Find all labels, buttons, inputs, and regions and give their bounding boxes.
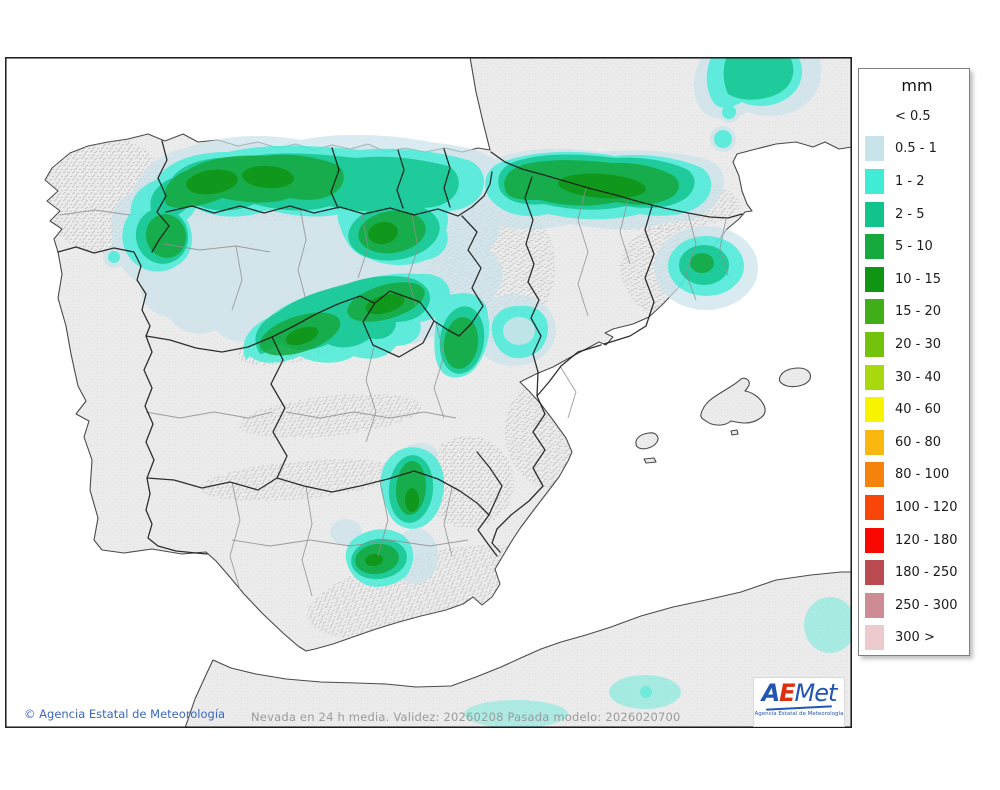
legend-label: 120 - 180 [895, 532, 958, 548]
legend-swatch [865, 364, 884, 390]
legend-label: < 0.5 [895, 108, 931, 124]
legend-swatch [865, 494, 884, 520]
legend-swatch [865, 331, 884, 357]
island-cabrera [730, 429, 739, 436]
legend-label: 1 - 2 [895, 173, 925, 189]
legend-item: 300 > [865, 622, 969, 655]
legend-swatch-spacer [865, 104, 884, 129]
legend-item: 100 - 120 [865, 491, 969, 524]
africa-landmass [184, 571, 852, 728]
legend-swatch [865, 234, 884, 260]
spain-precipitation-map [5, 57, 852, 728]
legend-label: 180 - 250 [895, 565, 958, 581]
legend-label: 250 - 300 [895, 597, 958, 613]
region-borders [57, 140, 743, 557]
logo-letter-e: E [779, 679, 795, 707]
legend-item: 5 - 10 [865, 230, 969, 263]
legend-item: 60 - 80 [865, 426, 969, 459]
island-menorca [778, 367, 811, 388]
logo-letter-a: A [761, 679, 781, 707]
map-caption-text: Nevada en 24 h media. Validez: 20260208 … [251, 710, 681, 724]
legend-swatch [865, 429, 884, 455]
legend-item: 1 - 2 [865, 165, 969, 198]
precip-layer-10-15mm [186, 165, 646, 567]
legend-label: 10 - 15 [895, 271, 942, 287]
aemet-logo-text: AEMet [754, 680, 844, 707]
legend-item: 2 - 5 [865, 198, 969, 231]
logo-caption: Agencia Estatal de Meteorología [754, 711, 844, 717]
legend-panel: mm < 0.5 0.5 - 1 1 - 2 2 - 5 5 - 10 10 -… [858, 68, 970, 656]
aemet-logo: AEMet Agencia Estatal de Meteorología [753, 677, 845, 727]
logo-letters-met: Met [794, 679, 838, 707]
legend-item: 20 - 30 [865, 328, 969, 361]
legend-swatch [865, 560, 884, 586]
legend-item: 30 - 40 [865, 361, 969, 394]
province-borders [59, 187, 729, 597]
map-frame [5, 57, 852, 728]
legend-item: 0.5 - 1 [865, 133, 969, 166]
legend-swatch [865, 592, 884, 618]
map-area [5, 57, 852, 728]
legend-swatch [865, 527, 884, 553]
legend-swatch [865, 136, 884, 162]
legend-label: 2 - 5 [895, 206, 925, 222]
legend-label: 40 - 60 [895, 402, 942, 418]
legend-item: < 0.5 [865, 100, 969, 133]
legend-title: mm [901, 76, 933, 95]
legend-label: 60 - 80 [895, 434, 942, 450]
legend-swatch [865, 299, 884, 325]
copyright-text: © Agencia Estatal de Meteorología [24, 707, 226, 721]
legend-swatch [865, 168, 884, 194]
legend-label: 15 - 20 [895, 304, 942, 320]
island-formentera [643, 457, 657, 464]
legend-item: 15 - 20 [865, 296, 969, 329]
legend-item: 250 - 300 [865, 589, 969, 622]
legend-item: 180 - 250 [865, 556, 969, 589]
island-mallorca [700, 377, 766, 426]
island-ibiza [635, 432, 659, 450]
legend-label: 0.5 - 1 [895, 141, 937, 157]
legend-label: 100 - 120 [895, 499, 958, 515]
legend-item: 120 - 180 [865, 524, 969, 557]
legend-swatch [865, 462, 884, 488]
legend-item: 80 - 100 [865, 459, 969, 492]
legend-item: 40 - 60 [865, 393, 969, 426]
legend-swatch [865, 201, 884, 227]
legend-item: 10 - 15 [865, 263, 969, 296]
legend-swatch [865, 625, 884, 651]
legend-swatch [865, 397, 884, 423]
legend-label: 300 > [895, 630, 935, 646]
legend-label: 30 - 40 [895, 369, 942, 385]
precip-ring-center [503, 317, 535, 345]
legend-label: 5 - 10 [895, 239, 933, 255]
legend-label: 80 - 100 [895, 467, 950, 483]
legend-swatch [865, 266, 884, 292]
legend-label: 20 - 30 [895, 336, 942, 352]
